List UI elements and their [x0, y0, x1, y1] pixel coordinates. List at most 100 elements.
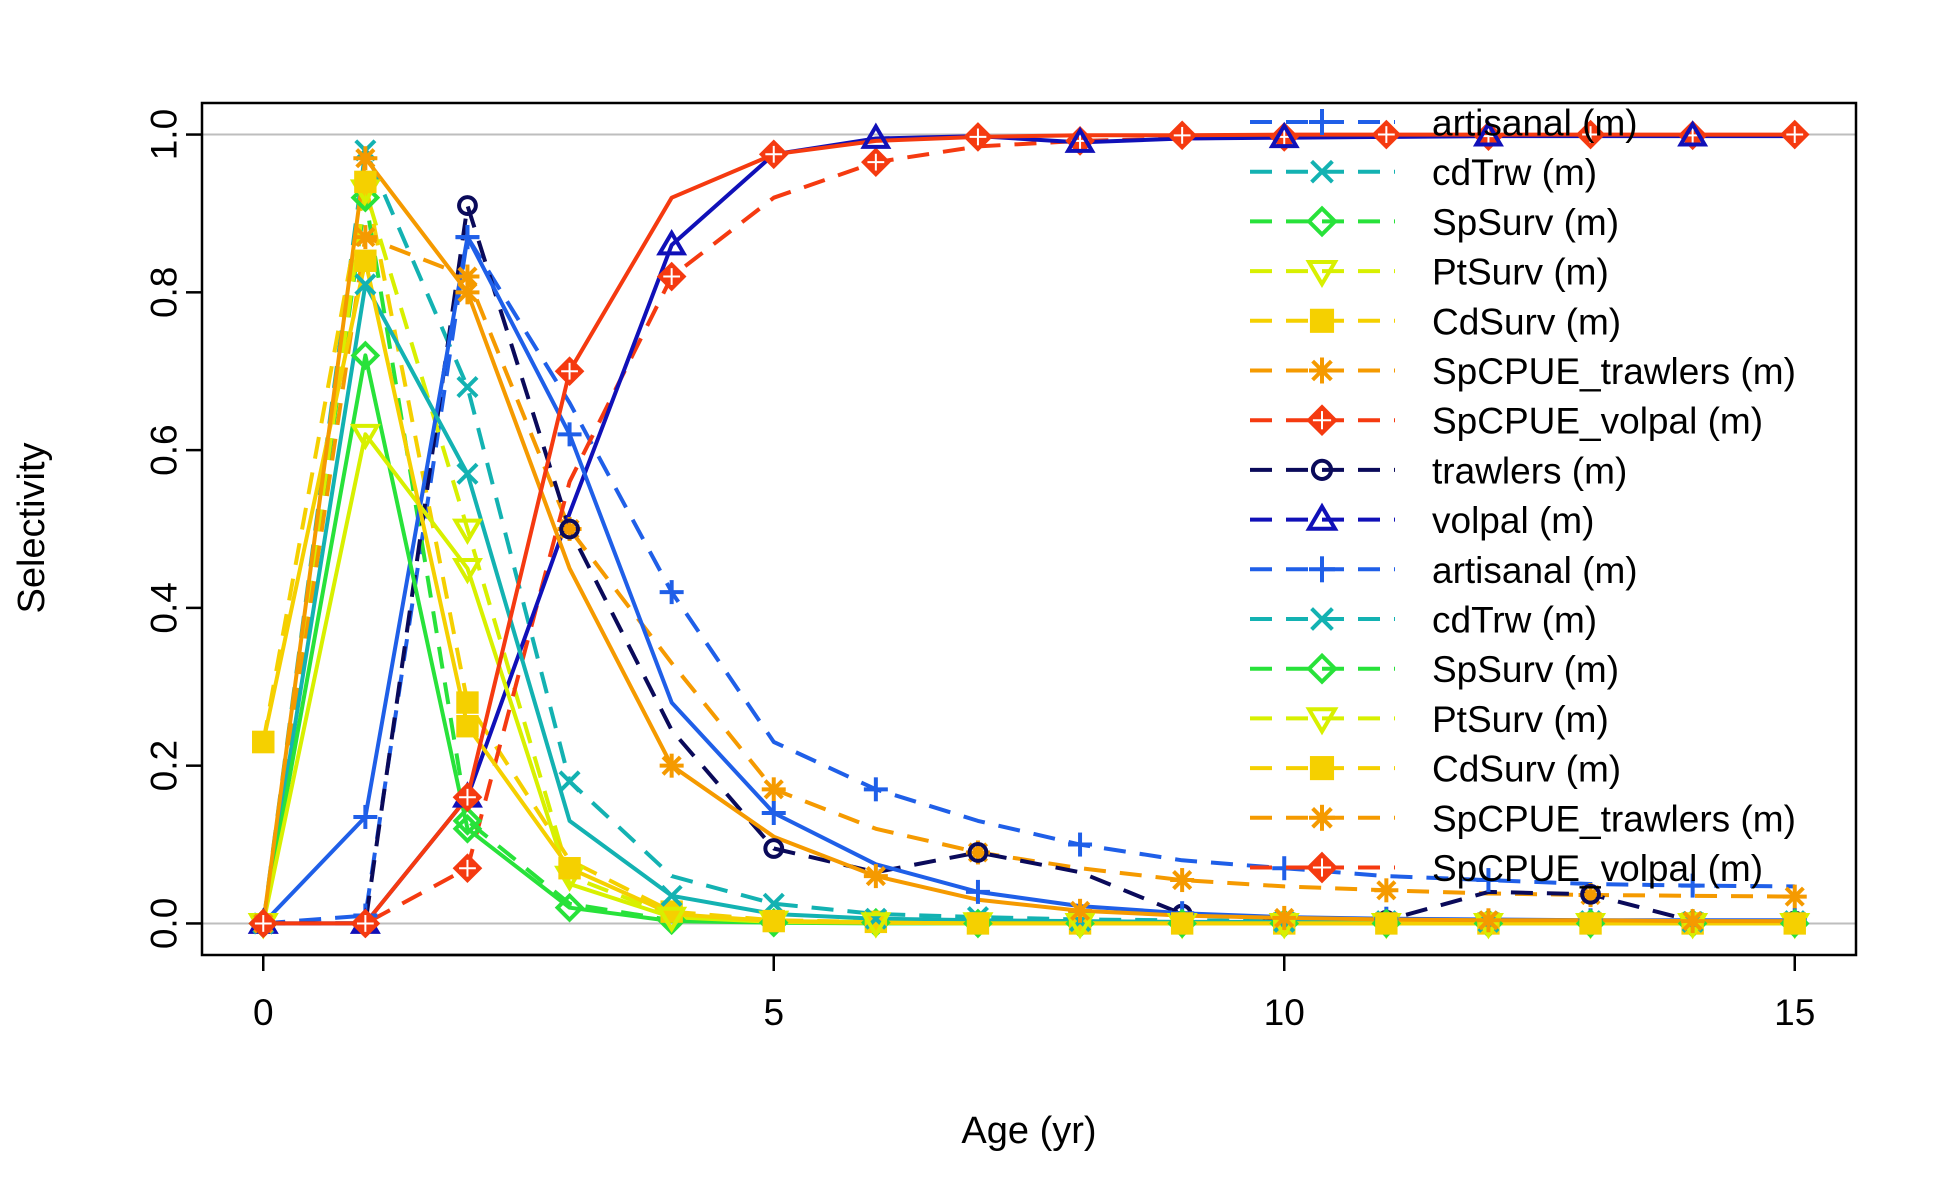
data-point-cdsurv-m — [1783, 912, 1806, 935]
data-point-artisanal-m — [455, 225, 480, 250]
legend-label: cdTrw (m) — [1432, 152, 1597, 193]
series-line-cdsurv-m — [261, 258, 1795, 926]
legend-marker — [1306, 851, 1338, 884]
legend-marker — [1310, 159, 1334, 184]
data-point-cdsurv-m — [354, 249, 377, 272]
legend-label: SpCPUE_volpal (m) — [1432, 848, 1763, 889]
legend-item-spcpue-trawlers-m: SpCPUE_trawlers (m) — [1250, 351, 1796, 392]
data-point-artisanal-m — [1680, 873, 1705, 898]
legend-item-trawlers-m: trawlers (m) — [1250, 450, 1627, 491]
series-markers — [247, 119, 1811, 940]
data-point-artisanal-m — [1068, 832, 1093, 857]
legend-item-cdtrw-m: cdTrw (m) — [1250, 600, 1597, 641]
data-point-artisanal-m — [659, 580, 684, 605]
y-tick-label: 1.0 — [144, 109, 185, 160]
series-line-artisanal-m — [263, 235, 1795, 926]
data-point-spcpue-trawlers-m — [761, 777, 786, 802]
data-point-trawlers-m — [559, 518, 580, 540]
legend-label: artisanal (m) — [1432, 550, 1638, 591]
data-point-spcpue-trawlers-m — [455, 280, 480, 305]
legend-marker — [1309, 556, 1335, 583]
legend-label: PtSurv (m) — [1432, 699, 1609, 740]
data-point-artisanal-m — [1476, 868, 1501, 893]
legend-marker — [1310, 607, 1334, 631]
data-point-spcpue-trawlers-m — [1782, 884, 1807, 909]
data-point-spsurv-m — [350, 340, 381, 371]
legend-item-spsurv-m: SpSurv (m) — [1250, 649, 1619, 690]
legend-label: trawlers (m) — [1432, 450, 1627, 491]
data-point-cdtrw-m — [456, 375, 479, 399]
data-point-spcpue-volpal-m — [1167, 120, 1197, 151]
data-point-ptsurv-m — [656, 906, 688, 934]
legend-marker — [1309, 109, 1335, 135]
data-point-spsurv-m — [350, 182, 381, 213]
data-point-spcpue-trawlers-m — [1170, 868, 1195, 893]
legend-item-spsurv-m: SpSurv (m) — [1250, 202, 1619, 243]
data-point-cdsurv-m — [354, 170, 377, 194]
y-tick-label: 0.4 — [144, 582, 185, 633]
data-point-spcpue-trawlers-m — [353, 146, 378, 171]
data-point-spcpue-trawlers-m — [863, 864, 888, 889]
legend-item-ptsurv-m: PtSurv (m) — [1250, 252, 1609, 293]
data-point-cdsurv-m — [966, 912, 990, 935]
data-point-spcpue-volpal-m — [963, 122, 993, 152]
data-point-spcpue-volpal-m — [1371, 119, 1402, 150]
legend-item-artisanal-m: artisanal (m) — [1250, 550, 1638, 591]
data-point-artisanal-m — [965, 879, 990, 904]
y-tick-label: 0.2 — [144, 740, 185, 791]
data-point-spsurv-m — [554, 892, 585, 923]
legend-label: SpSurv (m) — [1432, 202, 1619, 243]
data-point-trawlers-m — [1580, 883, 1601, 905]
y-tick-label: 0.8 — [144, 267, 185, 318]
data-point-spcpue-volpal-m — [248, 908, 279, 939]
data-point-spcpue-volpal-m — [350, 908, 381, 939]
data-point-spcpue-trawlers-m — [1272, 905, 1297, 930]
data-point-cdsurv-m — [1375, 912, 1398, 935]
legend-item-spcpue-trawlers-m: SpCPUE_trawlers (m) — [1250, 798, 1796, 839]
data-point-cdtrw-m — [354, 273, 377, 296]
x-axis-title: Age (yr) — [961, 1110, 1096, 1152]
data-point-spsurv-m — [452, 806, 483, 836]
data-point-spcpue-volpal-m — [758, 139, 789, 170]
legend-label: artisanal (m) — [1432, 103, 1638, 144]
data-point-cdsurv-m — [1579, 912, 1602, 935]
data-point-spcpue-trawlers-m — [353, 225, 378, 250]
data-point-cdsurv-m — [456, 691, 479, 714]
data-point-spcpue-volpal-m — [1779, 119, 1810, 150]
legend-item-ptsurv-m: PtSurv (m) — [1250, 699, 1609, 740]
data-point-volpal-m — [656, 229, 688, 256]
data-point-cdsurv-m — [456, 715, 479, 738]
data-point-cdtrw-m — [456, 462, 479, 485]
y-tick-label: 0.6 — [144, 424, 185, 475]
data-point-ptsurv-m — [451, 558, 483, 585]
series-lines — [261, 132, 1795, 926]
legend-item-cdsurv-m: CdSurv (m) — [1250, 749, 1621, 790]
legend-label: SpCPUE_trawlers (m) — [1432, 798, 1796, 839]
legend-marker — [1305, 502, 1339, 531]
legend-label: SpSurv (m) — [1432, 649, 1619, 690]
data-point-cdtrw-m — [558, 770, 581, 793]
data-point-cdsurv-m — [1170, 912, 1194, 935]
series-line-spcpue-trawlers-m — [261, 156, 1795, 924]
data-point-cdsurv-m — [762, 909, 785, 933]
data-point-artisanal-m — [557, 422, 582, 447]
legend-item-artisanal-m: artisanal (m) — [1250, 103, 1638, 144]
legend-label: SpCPUE_trawlers (m) — [1432, 351, 1796, 392]
legend-marker — [1305, 707, 1339, 736]
data-point-spcpue-trawlers-m — [659, 753, 684, 778]
data-point-spcpue-volpal-m — [452, 853, 483, 884]
data-point-spcpue-volpal-m — [554, 356, 585, 387]
data-point-trawlers-m — [457, 195, 478, 216]
data-point-artisanal-m — [761, 801, 786, 825]
data-point-spsurv-m — [452, 813, 483, 844]
data-point-spcpue-volpal-m — [452, 782, 483, 813]
x-tick-label: 0 — [253, 992, 274, 1033]
data-point-ptsurv-m — [349, 423, 381, 451]
legend-marker — [1306, 404, 1338, 437]
legend-item-cdsurv-m: CdSurv (m) — [1250, 301, 1621, 342]
legend-marker — [1309, 804, 1335, 831]
series-line-trawlers-m — [263, 203, 1795, 926]
x-tick-label: 10 — [1264, 992, 1305, 1033]
